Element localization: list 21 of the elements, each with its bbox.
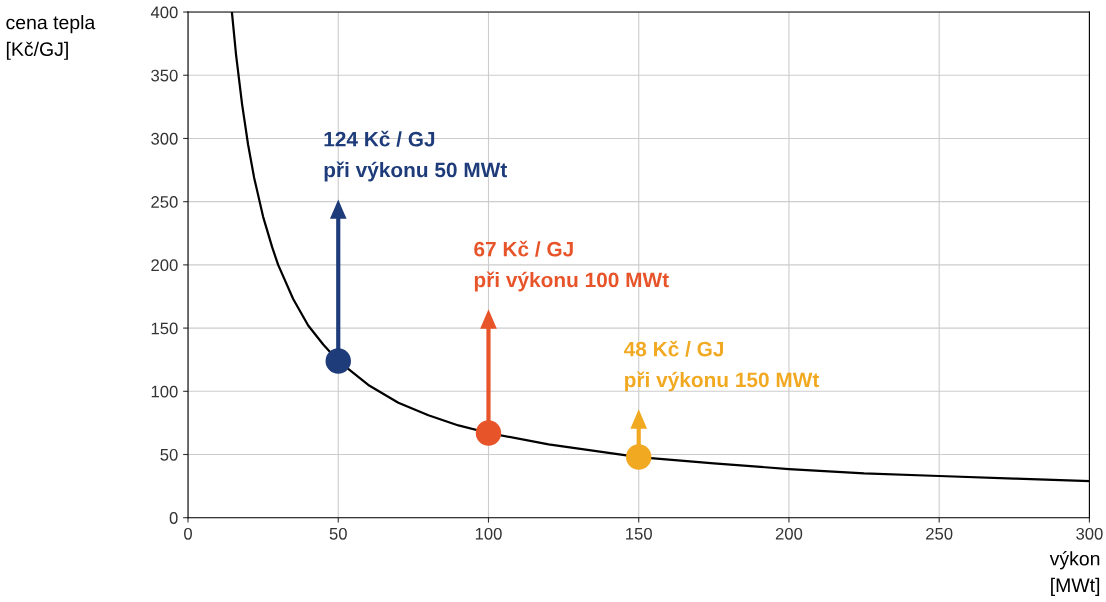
y-tick-label: 350 bbox=[151, 69, 178, 82]
y-tick-label: 100 bbox=[151, 385, 178, 398]
x-tick-label: 250 bbox=[926, 527, 953, 540]
annotation: 67 Kč / GJ při výkonu 100 MWt bbox=[474, 240, 669, 292]
x-tick-label: 50 bbox=[329, 527, 347, 540]
y-tick-label: 0 bbox=[169, 512, 178, 524]
y-tick-label: 200 bbox=[151, 259, 178, 272]
x-tick-label: 200 bbox=[775, 527, 803, 540]
x-axis-title: výkon [MWt] bbox=[1049, 551, 1100, 596]
annotation: 124 Kč / GJ při výkonu 50 MWt bbox=[324, 130, 508, 182]
y-tick-label: 150 bbox=[151, 322, 178, 335]
annotation: 48 Kč / GJ při výkonu 150 MWt bbox=[624, 340, 820, 392]
y-tick-label: 250 bbox=[151, 196, 178, 208]
x-tick-label: 150 bbox=[626, 527, 652, 540]
y-tick-label: 400 bbox=[150, 6, 178, 19]
x-tick-label: 100 bbox=[475, 527, 502, 540]
y-axis-title: cena tepla [Kč/GJ] bbox=[6, 15, 96, 60]
y-tick-label: 50 bbox=[160, 448, 178, 461]
y-tick-label: 300 bbox=[151, 132, 178, 145]
x-tick-label: 300 bbox=[1076, 527, 1103, 540]
x-tick-label: 0 bbox=[184, 527, 192, 540]
